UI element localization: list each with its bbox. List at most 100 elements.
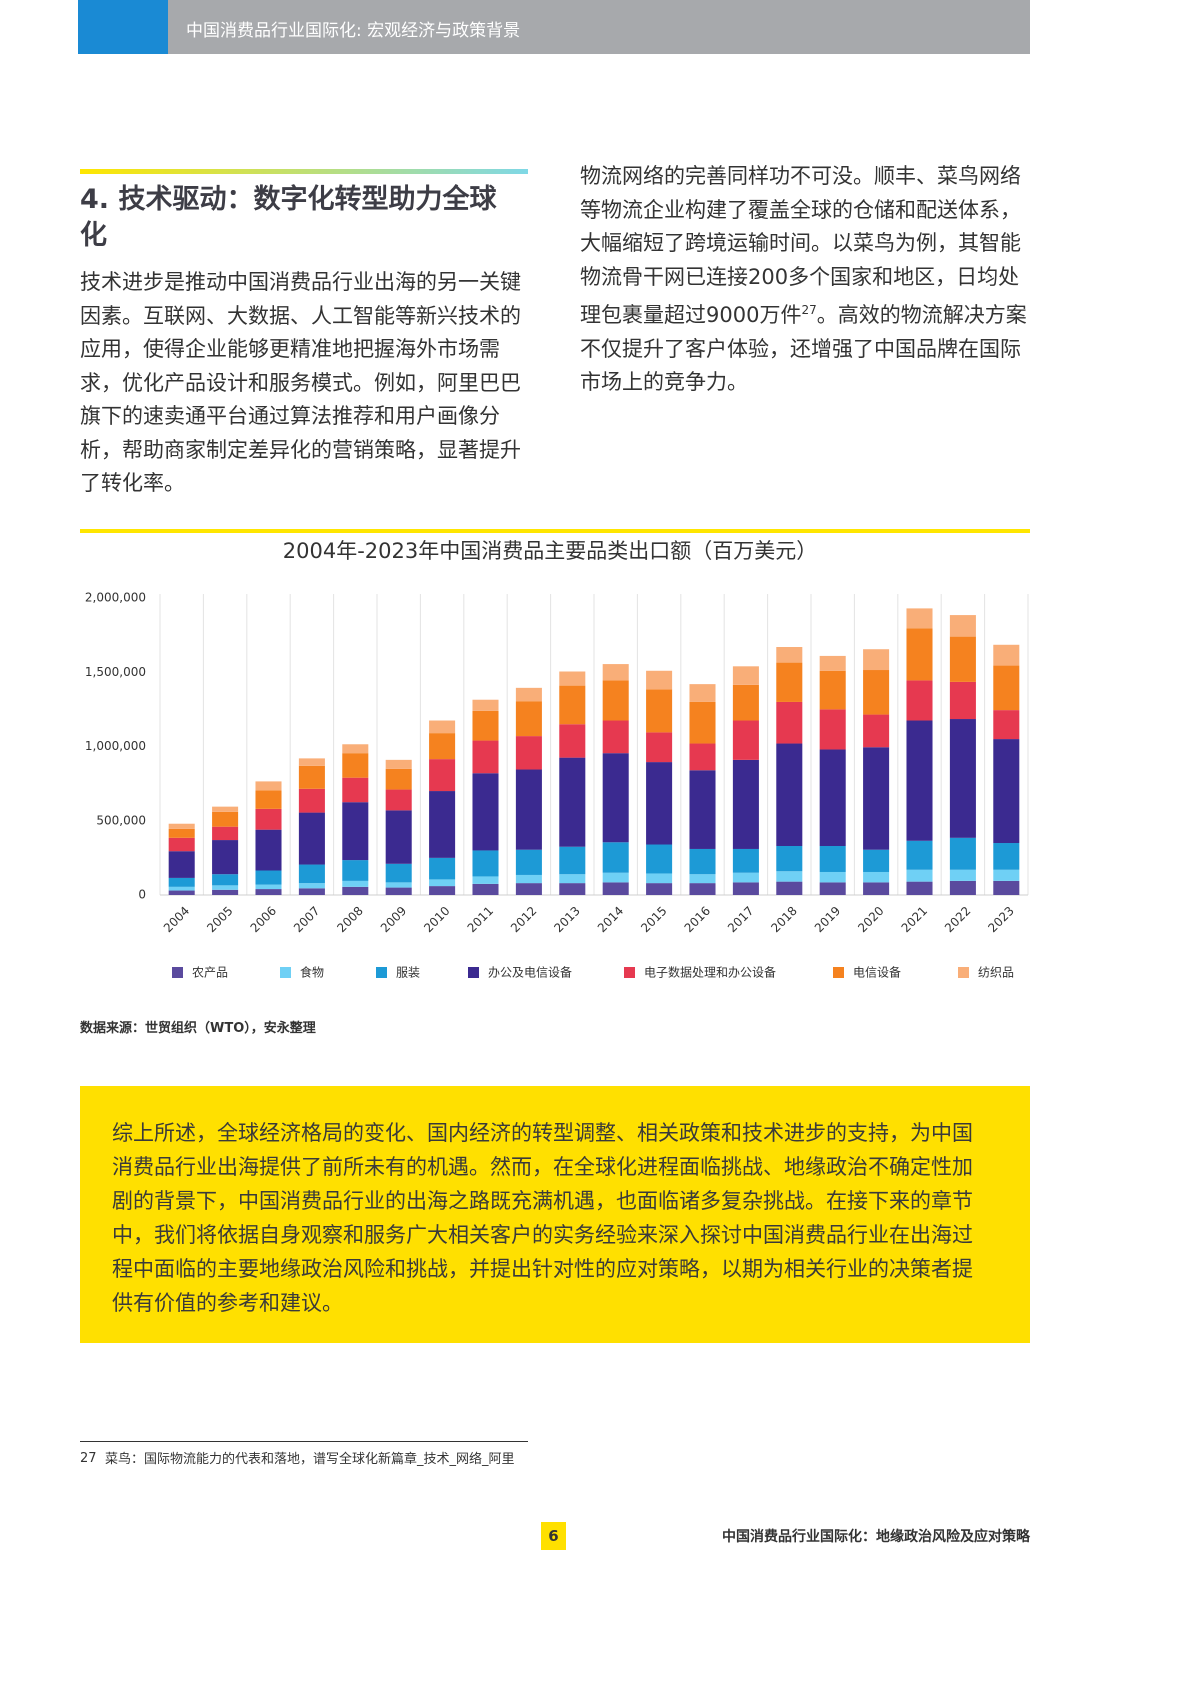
bar-segment bbox=[515, 874, 542, 884]
bar-segment bbox=[602, 720, 629, 754]
bar-segment bbox=[906, 840, 933, 870]
bar-segment bbox=[906, 881, 933, 895]
section-heading: 4. 技术驱动：数字化转型助力全球化 bbox=[80, 184, 497, 251]
chart-rule bbox=[80, 529, 1030, 533]
bar-segment bbox=[993, 869, 1020, 881]
x-tick-label: 2006 bbox=[248, 904, 279, 935]
bar-segment bbox=[949, 719, 976, 838]
bar-segment bbox=[212, 806, 239, 812]
bar-segment bbox=[689, 684, 716, 702]
bar-segment bbox=[646, 844, 673, 874]
header-title: 中国消费品行业国际化: 宏观经济与政策背景 bbox=[186, 21, 521, 41]
bar-segment bbox=[559, 846, 586, 875]
chart-source: 数据来源：世贸组织（WTO），安永整理 bbox=[80, 1021, 316, 1036]
x-tick-label: 2004 bbox=[161, 904, 192, 935]
legend-swatch bbox=[376, 967, 387, 978]
bar-segment bbox=[776, 701, 803, 744]
bar-segment bbox=[212, 811, 239, 827]
bar-segment bbox=[732, 848, 759, 873]
bar-segment bbox=[906, 628, 933, 681]
bar-segment bbox=[255, 889, 282, 895]
bar-segment bbox=[559, 874, 586, 884]
bar-segment bbox=[342, 777, 369, 803]
bar-segment bbox=[168, 828, 195, 838]
bar-segment bbox=[472, 876, 499, 884]
bar-segment bbox=[472, 883, 499, 895]
x-tick-label: 2016 bbox=[682, 904, 713, 935]
x-tick-label: 2010 bbox=[421, 904, 452, 935]
bar-segment bbox=[168, 823, 195, 829]
bar-segment bbox=[906, 608, 933, 629]
x-tick-label: 2020 bbox=[855, 904, 886, 935]
y-tick-label: 0 bbox=[138, 888, 146, 902]
bar-segment bbox=[602, 753, 629, 843]
bar-segment bbox=[993, 843, 1020, 870]
bar-segment bbox=[385, 810, 412, 864]
bar-segment bbox=[559, 757, 586, 847]
bar-segment bbox=[212, 885, 239, 890]
bar-segment bbox=[515, 769, 542, 850]
bar-segment bbox=[429, 879, 456, 887]
paragraph-text: 物流网络的完善同样功不可没。顺丰、菜鸟网络等物流企业构建了覆盖全球的仓储和配送体… bbox=[580, 164, 1021, 327]
x-tick-label: 2021 bbox=[899, 904, 930, 935]
bar-segment bbox=[515, 883, 542, 895]
bar-segment bbox=[949, 869, 976, 881]
x-tick-label: 2023 bbox=[985, 904, 1016, 935]
bar-segment bbox=[255, 884, 282, 890]
bar-segment bbox=[819, 670, 846, 710]
bar-segment bbox=[906, 720, 933, 841]
bar-segment bbox=[298, 758, 325, 766]
left-paragraph: 技术进步是推动中国消费品行业出海的另一关键因素。互联网、大数据、人工智能等新兴技… bbox=[80, 270, 521, 495]
x-tick-label: 2009 bbox=[378, 904, 409, 935]
paragraph-text: 。高效的物流解决方案不仅提升了客户体验，还增强了中国品牌在国际市场上的竞争力。 bbox=[580, 303, 1027, 394]
bar-segment bbox=[993, 710, 1020, 740]
bar-segment bbox=[429, 759, 456, 792]
bar-segment bbox=[515, 736, 542, 770]
bar-segment bbox=[429, 791, 456, 858]
summary-text: 综上所述，全球经济格局的变化、国内经济的转型调整、相关政策和技术进步的支持，为中… bbox=[112, 1121, 973, 1315]
bar-segment bbox=[819, 845, 846, 872]
bar-segment bbox=[212, 840, 239, 875]
x-tick-label: 2005 bbox=[204, 904, 235, 935]
bar-segment bbox=[732, 872, 759, 883]
bar-segment bbox=[689, 770, 716, 849]
x-tick-label: 2017 bbox=[725, 904, 756, 935]
legend-swatch bbox=[958, 967, 969, 978]
bar-segment bbox=[515, 701, 542, 737]
bar-segment bbox=[949, 636, 976, 682]
bar-segment bbox=[863, 849, 890, 872]
bar-segment bbox=[689, 883, 716, 895]
legend-swatch bbox=[624, 967, 635, 978]
bar-segment bbox=[298, 788, 325, 813]
bar-segment bbox=[863, 747, 890, 850]
bar-segment bbox=[168, 837, 195, 852]
bar-segment bbox=[298, 864, 325, 884]
bar-segment bbox=[559, 724, 586, 758]
bar-segment bbox=[168, 877, 195, 887]
bar-segment bbox=[863, 714, 890, 748]
legend-label: 纺织品 bbox=[978, 966, 1014, 980]
bar-segment bbox=[429, 886, 456, 895]
bar-segment bbox=[819, 871, 846, 883]
bar-segment bbox=[776, 871, 803, 882]
x-tick-label: 2013 bbox=[551, 904, 582, 935]
bar-segment bbox=[385, 759, 412, 769]
x-tick-label: 2015 bbox=[638, 904, 669, 935]
bar-segment bbox=[168, 890, 195, 895]
bar-segment bbox=[472, 699, 499, 711]
y-tick-label: 500,000 bbox=[96, 813, 146, 827]
bar-segment bbox=[819, 655, 846, 671]
bar-segment bbox=[732, 720, 759, 760]
x-tick-label: 2022 bbox=[942, 904, 973, 935]
bar-segment bbox=[559, 671, 586, 686]
bar-segment bbox=[472, 710, 499, 741]
bar-segment bbox=[515, 687, 542, 702]
bar-segment bbox=[255, 808, 282, 830]
heading-rule bbox=[80, 169, 528, 174]
y-tick-label: 1,500,000 bbox=[85, 665, 146, 679]
bar-segment bbox=[906, 869, 933, 882]
bar-segment bbox=[863, 871, 890, 883]
bar-segment bbox=[472, 740, 499, 774]
bar-segment bbox=[732, 882, 759, 895]
legend-swatch bbox=[833, 967, 844, 978]
